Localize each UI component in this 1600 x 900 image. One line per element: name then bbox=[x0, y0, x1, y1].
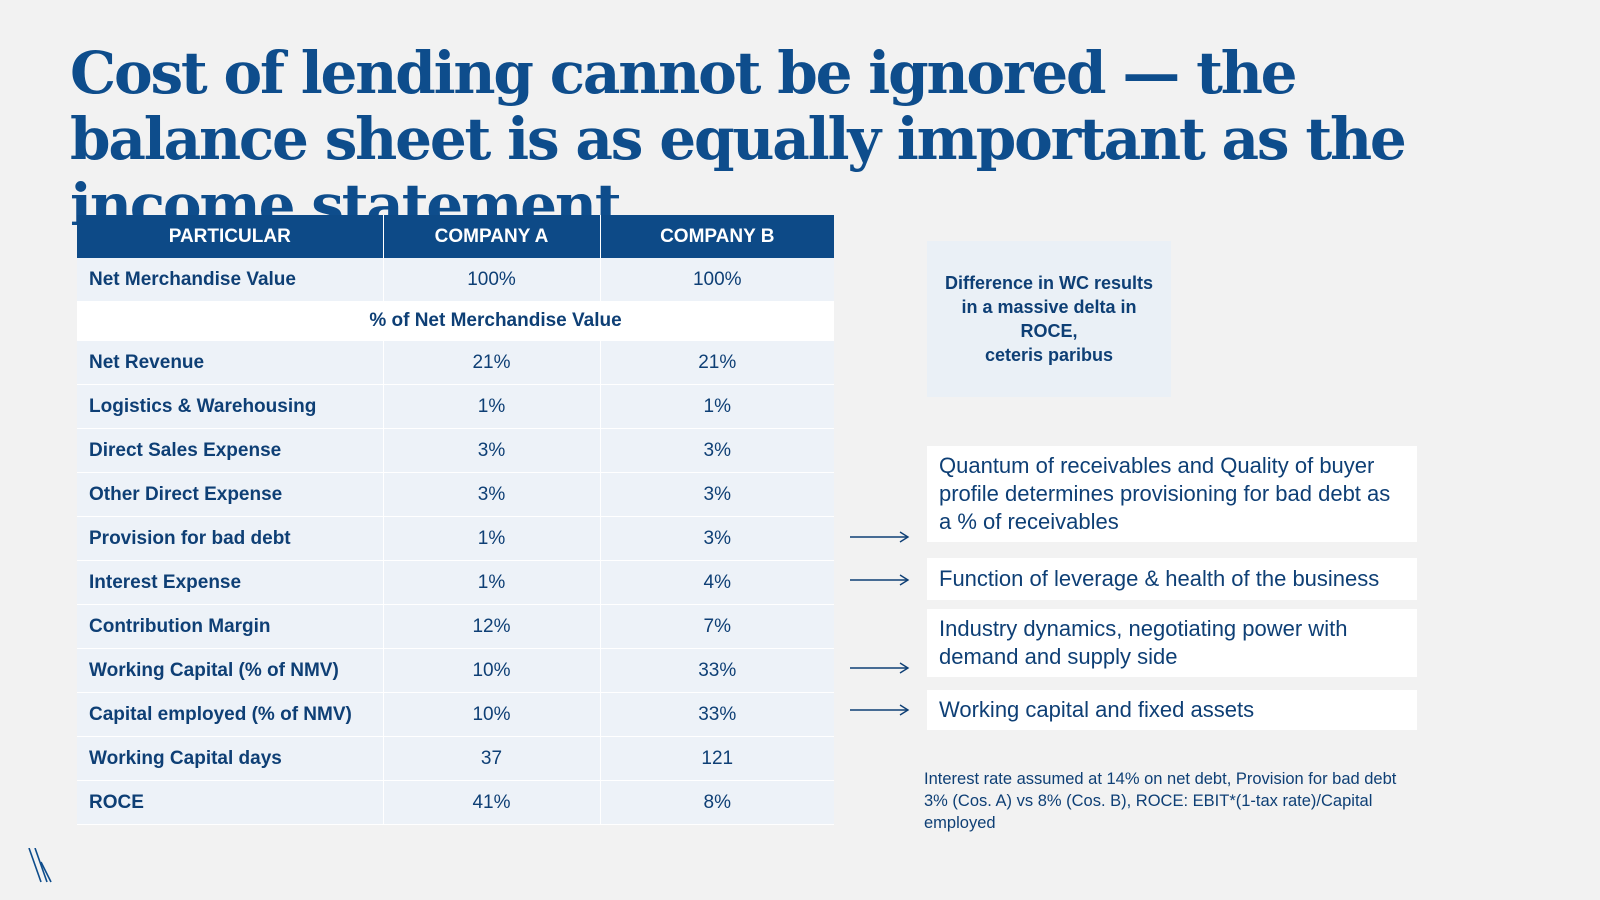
table-row: Working Capital days 37 121 bbox=[77, 736, 834, 781]
table-row: ROCE 41% 8% bbox=[77, 780, 834, 825]
row-label: Working Capital days bbox=[77, 736, 384, 781]
row-label: Provision for bad debt bbox=[77, 516, 384, 561]
table-row: Working Capital (% of NMV) 10% 33% bbox=[77, 648, 834, 693]
note-leverage: Function of leverage & health of the bus… bbox=[927, 558, 1417, 600]
row-label: Other Direct Expense bbox=[77, 472, 384, 517]
row-label: Capital employed (% of NMV) bbox=[77, 692, 384, 737]
table-row: Contribution Margin 12% 7% bbox=[77, 604, 834, 649]
table-body: Net Revenue 21% 21% Logistics & Warehousing… bbox=[77, 340, 834, 825]
subheader-cell: % of Net Merchandise Value bbox=[77, 301, 834, 341]
company-b-value: 3% bbox=[600, 472, 834, 517]
arrow-right-icon bbox=[850, 531, 910, 543]
arrow-right-icon bbox=[850, 704, 910, 716]
company-a-value: 21% bbox=[383, 340, 601, 385]
company-a-value: 3% bbox=[383, 428, 601, 473]
page-title: Cost of lending cannot be ignored — the … bbox=[70, 39, 1407, 239]
company-b-value: 21% bbox=[600, 340, 834, 385]
header-particular: PARTICULAR bbox=[77, 215, 384, 258]
company-b-value: 4% bbox=[600, 560, 834, 605]
arrow-right-icon bbox=[850, 662, 910, 674]
company-a-value: 37 bbox=[383, 736, 601, 781]
row-label: Contribution Margin bbox=[77, 604, 384, 649]
table-row: Net Merchandise Value 100% 100% bbox=[77, 258, 834, 302]
company-a-value: 1% bbox=[383, 560, 601, 605]
table-subheader-row: % of Net Merchandise Value bbox=[77, 301, 834, 341]
company-b-value: 1% bbox=[600, 384, 834, 429]
company-a-value: 1% bbox=[383, 384, 601, 429]
company-a-value: 41% bbox=[383, 780, 601, 825]
company-b-value: 100% bbox=[600, 258, 834, 302]
note-industry-text: Industry dynamics, negotiating power wit… bbox=[939, 616, 1348, 669]
note-leverage-text: Function of leverage & health of the bus… bbox=[939, 566, 1380, 591]
header-company-b: COMPANY B bbox=[600, 215, 834, 258]
company-a-value: 10% bbox=[383, 692, 601, 737]
row-label: Net Merchandise Value bbox=[77, 258, 384, 302]
company-b-value: 121 bbox=[600, 736, 834, 781]
company-a-value: 3% bbox=[383, 472, 601, 517]
company-b-value: 33% bbox=[600, 692, 834, 737]
row-label: Interest Expense bbox=[77, 560, 384, 605]
table-row: Net Revenue 21% 21% bbox=[77, 340, 834, 385]
note-capital-text: Working capital and fixed assets bbox=[939, 697, 1255, 722]
header-company-a: COMPANY A bbox=[383, 215, 601, 258]
table-row: Interest Expense 1% 4% bbox=[77, 560, 834, 605]
comparison-table: PARTICULAR COMPANY A COMPANY B Net Merch… bbox=[77, 215, 834, 825]
company-b-value: 3% bbox=[600, 516, 834, 561]
brand-slashes-icon bbox=[28, 848, 52, 883]
table-row: Other Direct Expense 3% 3% bbox=[77, 472, 834, 517]
note-capital: Working capital and fixed assets bbox=[927, 690, 1417, 730]
subheader-label: % of Net Merchandise Value bbox=[369, 310, 622, 331]
row-label: Working Capital (% of NMV) bbox=[77, 648, 384, 693]
table-row: Logistics & Warehousing 1% 1% bbox=[77, 384, 834, 429]
company-a-value: 100% bbox=[383, 258, 601, 302]
arrow-right-icon bbox=[850, 574, 910, 586]
note-receivables-text: Quantum of receivables and Quality of bu… bbox=[939, 453, 1391, 534]
footnote: Interest rate assumed at 14% on net debt… bbox=[924, 770, 1397, 832]
company-a-value: 10% bbox=[383, 648, 601, 693]
company-b-value: 8% bbox=[600, 780, 834, 825]
row-label: Net Revenue bbox=[77, 340, 384, 385]
wc-callout-box: Difference in WC results in a massive de… bbox=[927, 241, 1171, 397]
row-label: Direct Sales Expense bbox=[77, 428, 384, 473]
table-header-row: PARTICULAR COMPANY A COMPANY B bbox=[77, 215, 834, 258]
company-b-value: 7% bbox=[600, 604, 834, 649]
table-row: Direct Sales Expense 3% 3% bbox=[77, 428, 834, 473]
note-industry: Industry dynamics, negotiating power wit… bbox=[927, 609, 1417, 677]
company-b-value: 33% bbox=[600, 648, 834, 693]
row-label: Logistics & Warehousing bbox=[77, 384, 384, 429]
company-a-value: 12% bbox=[383, 604, 601, 649]
table-row: Capital employed (% of NMV) 10% 33% bbox=[77, 692, 834, 737]
company-a-value: 1% bbox=[383, 516, 601, 561]
row-label: ROCE bbox=[77, 780, 384, 825]
company-b-value: 3% bbox=[600, 428, 834, 473]
note-receivables: Quantum of receivables and Quality of bu… bbox=[927, 446, 1417, 542]
table-row: Provision for bad debt 1% 3% bbox=[77, 516, 834, 561]
